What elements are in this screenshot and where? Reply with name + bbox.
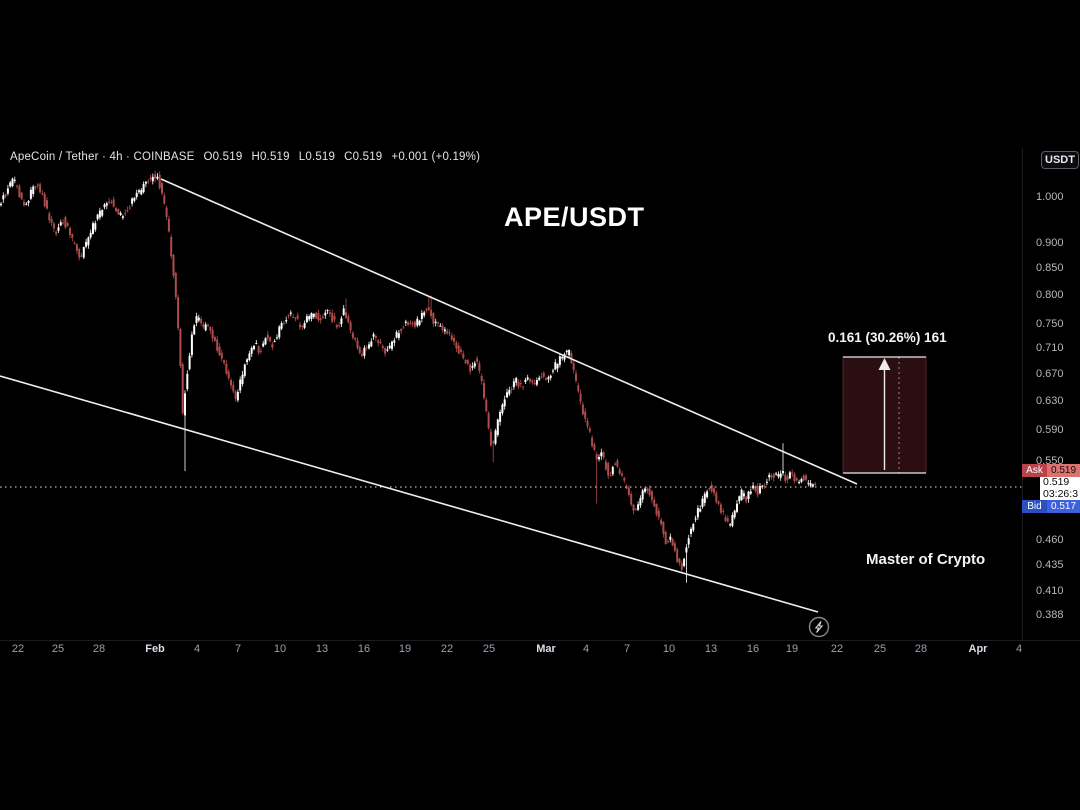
ask-price-row[interactable]: Ask 0.519: [1022, 464, 1080, 477]
time-axis-tick: 25: [482, 643, 496, 655]
bar-countdown: 03:26:3: [1043, 487, 1079, 500]
price-axis-separator: [1022, 148, 1023, 640]
time-axis-tick: 28: [92, 643, 106, 655]
price-axis-tick: 0.900: [1036, 237, 1064, 250]
time-axis-tick: 13: [704, 643, 718, 655]
time-axis-tick: 28: [914, 643, 928, 655]
time-axis-tick: Feb: [145, 643, 165, 655]
trendline-lower[interactable]: [0, 375, 819, 613]
ask-value: 0.519: [1047, 464, 1080, 477]
time-axis-tick: 25: [873, 643, 887, 655]
candles: [0, 170, 817, 583]
time-axis[interactable]: 22 25 28 Feb 4 7 10 13 16 19 22 25 Mar 4 7 10 13 16 19 22 25…: [0, 643, 1080, 659]
projection-box[interactable]: [842, 356, 927, 474]
trendline-upper[interactable]: [160, 178, 858, 485]
time-axis-tick: 22: [440, 643, 454, 655]
price-axis-tick: 0.435: [1036, 558, 1064, 571]
time-axis-tick: 22: [11, 643, 25, 655]
ohlc-open: O0.519: [203, 151, 243, 163]
time-axis-tick: 10: [273, 643, 287, 655]
price-axis-tick: 1.000: [1036, 190, 1064, 203]
currency-toggle-button[interactable]: USDT: [1041, 151, 1079, 169]
lightning-icon-circle: [808, 616, 830, 638]
time-axis-tick: 19: [398, 643, 412, 655]
price-axis-tick: 0.670: [1036, 367, 1064, 380]
time-axis-tick: 13: [315, 643, 329, 655]
lightning-icon-bolt: [814, 621, 824, 633]
time-axis-tick: 7: [623, 643, 631, 655]
ohlc-low: L0.519: [298, 151, 336, 163]
last-price-value: 0.519: [1043, 477, 1070, 488]
time-axis-tick: 19: [785, 643, 799, 655]
time-axis-separator: [0, 640, 1080, 641]
price-axis-tick: 0.460: [1036, 533, 1064, 546]
price-axis-tick: 0.800: [1036, 289, 1064, 302]
price-axis-tick: 0.388: [1036, 609, 1064, 622]
time-axis-tick: Apr: [968, 643, 988, 655]
ohlc-close: C0.519: [344, 151, 383, 163]
price-axis-tick: 0.590: [1036, 423, 1064, 436]
pair-watermark: APE/USDT: [504, 202, 645, 232]
price-axis-tick: 0.410: [1036, 584, 1064, 597]
price-axis-tick: 0.710: [1036, 341, 1064, 354]
symbol-info[interactable]: ApeCoin / Tether · 4h · COINBASE: [10, 151, 195, 163]
ask-tag: Ask: [1022, 464, 1047, 477]
price-axis-tick: 0.850: [1036, 262, 1064, 275]
time-axis-tick: 4: [193, 643, 201, 655]
projection-arrowhead: [878, 358, 891, 370]
price-change: +0.001 (+0.19%): [391, 151, 481, 163]
time-axis-tick: 4: [582, 643, 590, 655]
projection-measurement-label: 0.161 (30.26%) 161: [828, 330, 947, 345]
time-axis-tick: 7: [234, 643, 242, 655]
bid-tag: Bid: [1022, 500, 1047, 513]
lightning-icon[interactable]: [807, 615, 831, 639]
price-axis-tick: 0.630: [1036, 394, 1064, 407]
time-axis-tick: 10: [662, 643, 676, 655]
price-axis-tick: 0.750: [1036, 317, 1064, 330]
bid-price-row[interactable]: Bid 0.517: [1022, 500, 1080, 513]
time-axis-tick: Mar: [536, 643, 556, 655]
signature-watermark: Master of Crypto: [866, 551, 986, 568]
time-axis-tick: 16: [746, 643, 760, 655]
time-axis-tick: 16: [357, 643, 371, 655]
bid-value: 0.517: [1047, 500, 1080, 513]
ohlc-high: H0.519: [251, 151, 290, 163]
chart-header: ApeCoin / Tether · 4h · COINBASE O0.519 H0…: [10, 151, 489, 163]
time-axis-tick: 22: [830, 643, 844, 655]
time-axis-tick: 25: [51, 643, 65, 655]
last-price-label[interactable]: 0.519 03:26:3: [1040, 477, 1080, 500]
price-axis-tick: 0.550: [1036, 454, 1064, 467]
time-axis-tick: 4: [1015, 643, 1023, 655]
